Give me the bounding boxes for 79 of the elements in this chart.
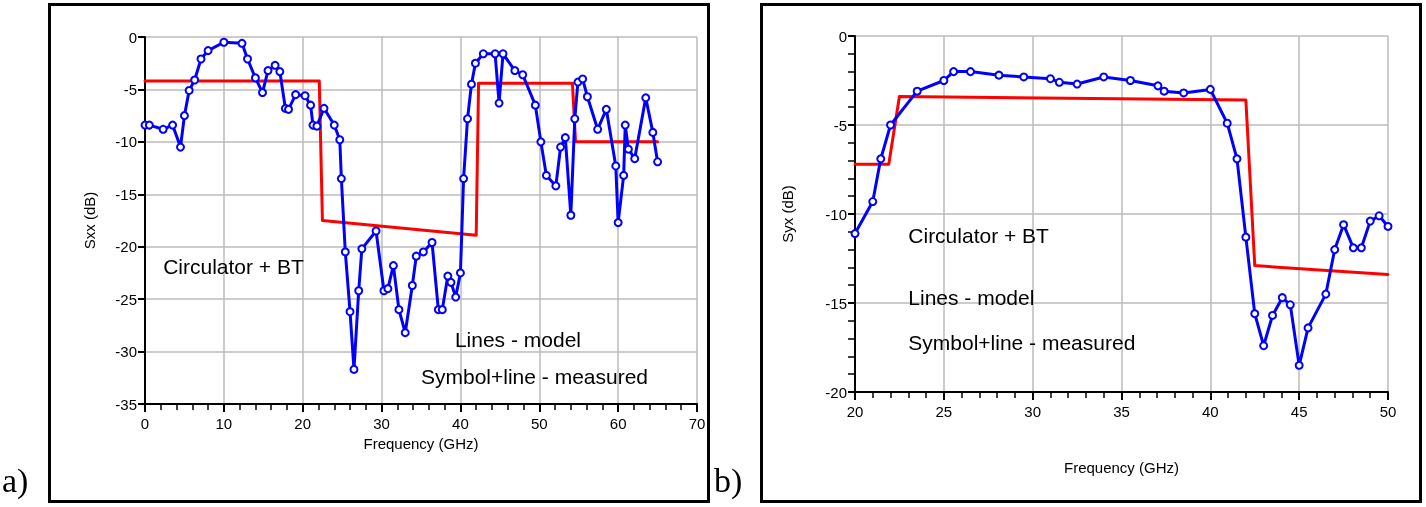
point	[1383, 221, 1393, 231]
point	[1099, 72, 1109, 82]
point	[912, 86, 922, 96]
point	[876, 154, 886, 164]
y-tick-label: -15	[825, 294, 847, 312]
y-tick-label: -15	[115, 185, 137, 203]
point	[1159, 86, 1169, 96]
annotation: Circulator + BT	[908, 224, 1050, 248]
annotation: Lines - model	[454, 328, 581, 352]
point	[1268, 310, 1278, 320]
point	[868, 197, 878, 207]
point	[1374, 211, 1384, 221]
x-tick-label: 0	[140, 415, 150, 432]
x-tick-label: 40	[1201, 403, 1219, 420]
point	[1277, 293, 1287, 303]
y-tick-label: 0	[128, 28, 137, 46]
x-tick-label: 30	[1024, 403, 1042, 420]
y-tick-label: 0	[838, 27, 847, 45]
text: a)	[2, 462, 29, 500]
point	[1045, 74, 1055, 84]
annotation: Circulator + BT	[163, 254, 304, 278]
x-tick-label: 50	[530, 415, 548, 432]
x-tick-label: 40	[452, 415, 469, 432]
point	[949, 67, 959, 77]
point	[1330, 245, 1340, 255]
point	[1285, 300, 1295, 310]
point	[939, 76, 949, 85]
y-tick-label: -5	[123, 80, 137, 98]
y-tick-label: -35	[115, 395, 137, 413]
point	[1179, 88, 1189, 98]
x-tick-label: 30	[373, 415, 390, 432]
y-tick-label: -5	[833, 116, 847, 134]
point	[1321, 289, 1331, 299]
x-tick-label: 50	[1379, 403, 1397, 420]
annotation: Symbol+line - measured	[421, 364, 649, 388]
annotation: Symbol+line - measured	[908, 330, 1136, 354]
point	[1222, 118, 1232, 128]
point	[1294, 360, 1304, 370]
point	[1241, 232, 1251, 242]
y-tick-label: -20	[115, 238, 137, 256]
x-tick-label: 45	[1290, 403, 1308, 420]
y-tick-label: -20	[825, 383, 847, 401]
point	[1339, 220, 1349, 230]
x-axis-title: Frequency (GHz)	[1063, 459, 1180, 476]
point	[850, 229, 860, 239]
point	[1072, 79, 1082, 89]
y-tick-label: -10	[115, 133, 137, 151]
x-axis-title: Frequency (GHz)	[363, 434, 479, 452]
point	[1153, 81, 1163, 91]
point	[1365, 216, 1375, 226]
x-tick-label: 20	[846, 403, 864, 420]
y-tick-label: -10	[825, 205, 847, 223]
point	[1259, 341, 1269, 351]
line-series	[143, 79, 660, 237]
point	[1348, 243, 1358, 253]
x-tick-label: 10	[215, 415, 233, 432]
point	[1250, 309, 1260, 319]
x-tick-label: 60	[609, 415, 627, 432]
y-axis-title: Syx (dB)	[779, 185, 796, 243]
point	[1125, 76, 1135, 85]
point	[965, 67, 975, 77]
point	[1205, 84, 1215, 94]
point	[886, 120, 896, 130]
line-series	[853, 95, 1390, 277]
x-tick-label: 35	[1113, 403, 1130, 420]
y-tick-label: -30	[115, 343, 137, 361]
text: b)	[714, 462, 743, 500]
point	[1054, 77, 1064, 87]
point	[1356, 243, 1366, 253]
x-tick-label: 25	[935, 403, 953, 420]
point	[994, 70, 1004, 80]
y-tick-label: -25	[115, 290, 137, 308]
point	[1232, 154, 1242, 164]
y-axis-title: Sxx (dB)	[81, 191, 98, 250]
x-tick-label: 20	[294, 415, 312, 432]
annotation: Lines - model	[908, 286, 1035, 310]
x-tick-label: 70	[688, 415, 706, 432]
point	[1019, 72, 1029, 82]
point	[1303, 323, 1313, 333]
